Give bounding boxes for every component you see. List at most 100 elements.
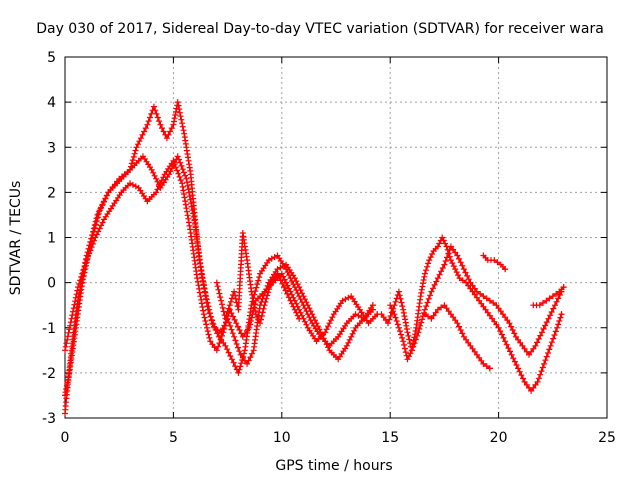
data-point xyxy=(213,279,220,286)
series-track-i xyxy=(530,284,567,309)
data-point xyxy=(547,342,554,349)
data-point xyxy=(93,231,100,238)
data-point xyxy=(401,313,408,320)
data-point xyxy=(194,275,201,282)
data-point xyxy=(511,358,518,365)
series-track-a xyxy=(62,99,376,417)
data-point xyxy=(402,349,409,356)
data-point xyxy=(63,386,70,392)
chart-title: Day 030 of 2017, Sidereal Day-to-day VTE… xyxy=(36,21,604,37)
data-point xyxy=(411,340,418,347)
data-point xyxy=(405,332,412,339)
data-point xyxy=(547,312,554,319)
data-point xyxy=(165,131,172,138)
data-point xyxy=(181,194,188,201)
data-point xyxy=(423,267,429,274)
data-point xyxy=(554,324,561,331)
data-point xyxy=(189,207,196,214)
data-point xyxy=(219,301,225,308)
data-point xyxy=(543,353,550,360)
data-point xyxy=(180,127,187,134)
data-point xyxy=(421,309,427,316)
data-point xyxy=(543,297,550,304)
data-point xyxy=(513,362,520,368)
data-point xyxy=(282,287,289,294)
data-point xyxy=(254,281,261,288)
data-point xyxy=(412,336,419,343)
data-point xyxy=(465,276,472,283)
data-point xyxy=(264,292,271,299)
data-point xyxy=(129,157,136,164)
data-point xyxy=(542,357,549,364)
data-point xyxy=(179,166,186,173)
data-point xyxy=(217,336,224,343)
y-tick-label: 2 xyxy=(47,185,56,201)
data-point xyxy=(326,320,333,327)
data-point xyxy=(153,110,160,117)
y-tick-label: -1 xyxy=(42,321,56,337)
data-point xyxy=(233,341,240,347)
data-point xyxy=(131,150,138,157)
data-point xyxy=(80,267,87,274)
data-point xyxy=(69,308,76,315)
x-tick-label: 20 xyxy=(490,430,508,446)
data-point xyxy=(210,321,217,328)
data-point xyxy=(261,302,268,309)
data-point xyxy=(507,348,513,355)
data-point xyxy=(145,118,152,125)
series-track-f xyxy=(387,243,565,363)
data-point xyxy=(555,295,562,302)
data-point xyxy=(159,125,165,132)
data-point xyxy=(508,351,515,358)
data-point xyxy=(232,363,239,370)
data-point xyxy=(226,302,233,309)
data-point xyxy=(394,321,401,328)
data-point xyxy=(70,305,77,312)
data-point xyxy=(176,109,183,116)
data-point xyxy=(230,359,237,366)
data-point xyxy=(494,259,501,266)
data-point xyxy=(99,219,106,226)
data-point xyxy=(172,164,179,171)
data-point xyxy=(256,274,263,281)
data-point xyxy=(294,281,301,288)
data-point xyxy=(541,360,548,367)
data-point xyxy=(397,295,404,302)
data-point xyxy=(148,110,155,117)
data-point xyxy=(552,328,559,335)
data-point xyxy=(423,303,430,310)
data-point xyxy=(174,167,181,174)
data-point xyxy=(222,315,229,322)
data-point xyxy=(279,280,286,287)
data-point xyxy=(532,342,539,349)
data-point xyxy=(399,334,406,341)
data-point xyxy=(502,338,509,345)
data-point xyxy=(62,343,69,350)
data-point xyxy=(500,334,507,341)
data-point xyxy=(76,280,83,287)
data-point xyxy=(516,368,523,375)
data-point xyxy=(222,342,229,349)
data-point xyxy=(163,135,170,142)
data-point xyxy=(418,319,425,326)
data-point xyxy=(542,322,549,329)
data-point xyxy=(540,325,547,332)
data-point xyxy=(294,312,301,319)
data-point xyxy=(201,314,208,321)
data-point xyxy=(459,330,466,337)
data-point xyxy=(234,323,241,330)
data-point xyxy=(434,306,441,313)
data-point xyxy=(385,320,391,327)
data-point xyxy=(263,295,270,302)
data-point xyxy=(72,294,79,301)
data-point xyxy=(176,156,182,163)
data-point xyxy=(231,316,238,323)
data-point xyxy=(415,329,422,336)
data-point xyxy=(174,153,181,160)
data-point xyxy=(235,344,241,351)
data-point xyxy=(395,288,402,295)
data-point xyxy=(421,270,428,277)
data-point xyxy=(510,355,517,362)
data-point xyxy=(75,284,81,291)
data-point xyxy=(410,343,417,350)
